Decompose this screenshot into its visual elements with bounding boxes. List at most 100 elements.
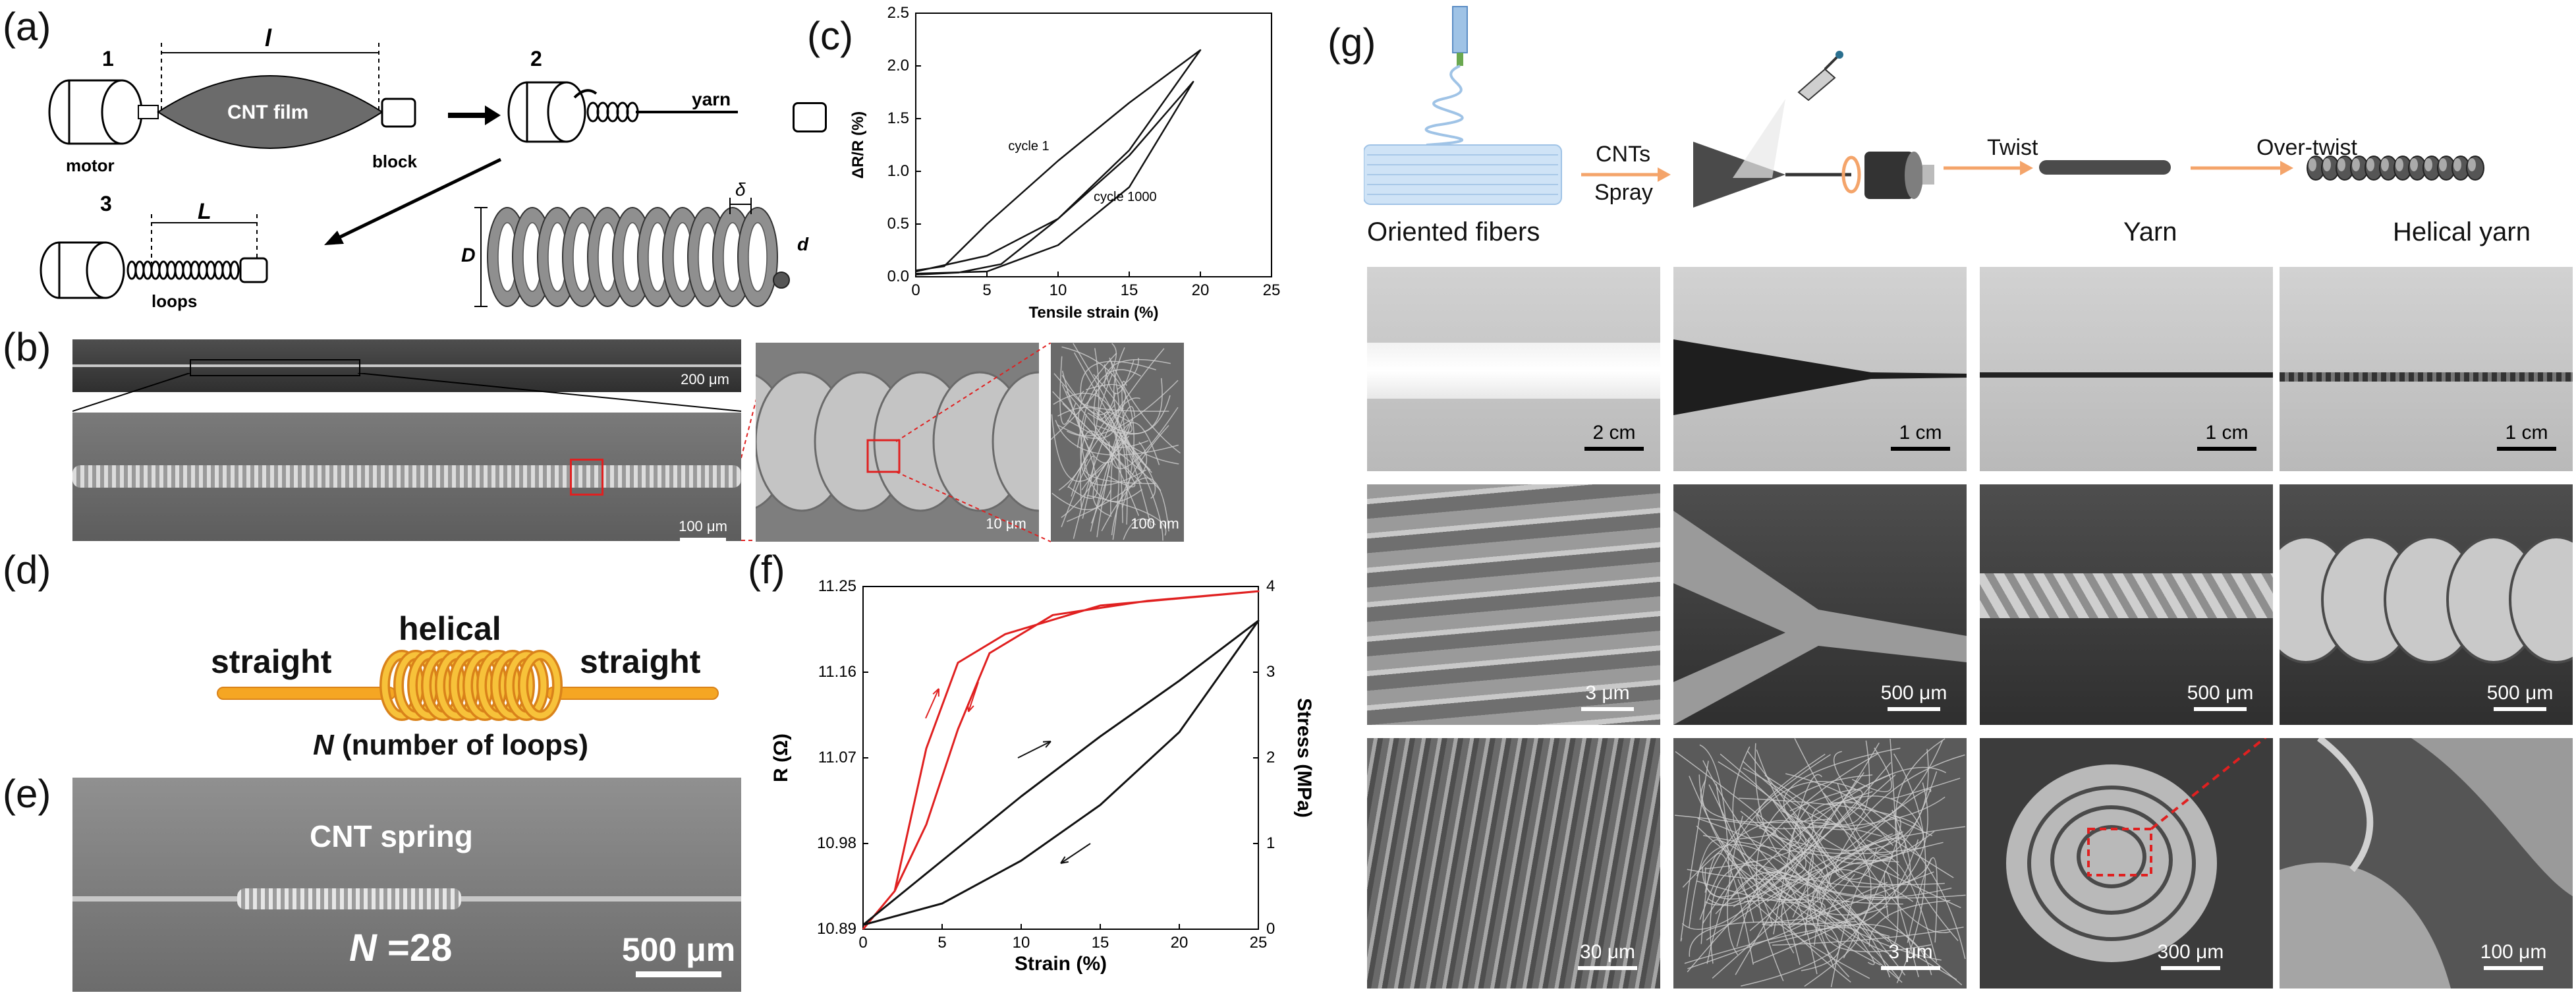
sem-overview-strip: 200 μm (72, 339, 741, 392)
scalebar-label: 10 μm (986, 515, 1026, 532)
sem-spring-coils (237, 888, 461, 909)
x-tick-label: 20 (1171, 934, 1189, 952)
panel-d-label: (d) (3, 548, 51, 592)
x-tick-label: 20 (1192, 281, 1210, 299)
wire-diameter-symbol: d (797, 234, 809, 254)
y2-axis-label: Stress (MPa) (1293, 698, 1315, 818)
step-2-number: 2 (530, 47, 542, 71)
yarn-label: yarn (692, 89, 731, 109)
x-tick-label: 0 (858, 934, 867, 952)
y-axis-label: ΔR/R (%) (849, 111, 867, 179)
spring-coil-row (72, 465, 741, 488)
fabrication-flow (1364, 6, 2484, 208)
x-tick-label: 10 (1050, 281, 1067, 299)
sem-fiber-surface: 30 μm (1367, 738, 1660, 989)
coil-diameter-symbol: D (461, 244, 476, 266)
y-tick-label: 2.0 (887, 57, 909, 74)
loops-caption-symbol: N (313, 729, 334, 761)
label-straight-left: straight (211, 643, 332, 680)
sem-twisted-yarn: 500 μm (1980, 484, 2273, 725)
coil-pitch-symbol: δ (735, 181, 746, 200)
loops-label: loops (152, 291, 197, 311)
chart-f: 0 5 10 15 20 25 10.89 10.98 11.07 11.16 11.25 0 1 2 3 4… (770, 577, 1315, 975)
y2-tick-label: 0 (1266, 920, 1275, 938)
x-tick-label: 25 (1250, 934, 1268, 952)
panel-f-label: (f) (748, 548, 785, 592)
scalebar-label: 1 cm (2505, 422, 2548, 444)
cnt-film-label: CNT film (227, 101, 308, 123)
series-line (915, 80, 1194, 276)
x-tick-label: 10 (1013, 934, 1030, 952)
scalebar-label: 3 μm (1585, 682, 1630, 704)
x-axis-label: Strain (%) (1015, 953, 1107, 975)
sem-yarn-cross-section: 300 μm (1980, 738, 2273, 989)
block-label: block (372, 152, 417, 171)
y-tick-label: 10.89 (817, 920, 856, 938)
sem-cnt-network: 3 μm (1673, 738, 1967, 989)
series-line (862, 619, 1260, 926)
panel-a-label: (a) (3, 5, 51, 49)
sem-overtwisted-yarn: 500 μm (2280, 484, 2573, 725)
x-tick-label: 5 (938, 934, 946, 952)
y-tick-label: 1.0 (887, 162, 909, 180)
scalebar-label: 500 μm (621, 931, 736, 968)
loop-count: N =28 (349, 926, 452, 970)
sem-aligned-fibers: 3 μm (1367, 484, 1660, 725)
x-tick-label: 25 (1263, 281, 1281, 299)
panel-c-label: (c) (807, 14, 853, 58)
x-tick-label: 15 (1092, 934, 1109, 952)
photo-fiber-bundle: 1 cm (1673, 267, 1967, 471)
y-tick-label: 0.0 (887, 268, 909, 285)
y-tick-label: 2.5 (887, 7, 909, 22)
sem-cnt-spring: CNT spring N =28 500 μm (72, 778, 741, 992)
scalebar-label: 300 μm (2157, 941, 2224, 963)
coil-illustration: D δ d (461, 181, 809, 307)
annotation-cycle-1: cycle 1 (1008, 139, 1049, 154)
series-line (915, 49, 1202, 273)
sem-spring-title: CNT spring (310, 819, 473, 853)
step-3-number: 3 (100, 192, 112, 215)
film-length-symbol: l (265, 24, 272, 51)
flow-label-cnts: CNTs (1596, 142, 1651, 167)
step-1-number: 1 (102, 47, 114, 71)
flow-label-overtwist: Over-twist (2256, 135, 2357, 160)
sem-cross-section-detail: 100 μm (2280, 738, 2573, 989)
y-tick-label: 11.25 (818, 577, 856, 595)
panel-g-label: (g) (1328, 20, 1376, 65)
motor-label: motor (66, 156, 115, 175)
sem-bundle-convergence: 500 μm (1673, 484, 1967, 725)
x-axis-label: Tensile strain (%) (1029, 304, 1159, 322)
helical-spring-diagram (217, 650, 719, 721)
sem-spring-strip: 100 μm (72, 413, 741, 542)
photo-helical-yarn: 1 cm (2280, 267, 2573, 471)
label-helical: helical (399, 610, 501, 647)
loops-caption: N (number of loops) (313, 729, 588, 762)
stage-helical-yarn: Helical yarn (2393, 217, 2531, 246)
scalebar-label: 100 μm (2480, 941, 2547, 963)
chart-c: 0 5 10 15 20 25 0.0 0.5 1.0 1.5 2.0 2.5 Tensile stra… (849, 7, 1281, 322)
scalebar-label: 1 cm (1899, 422, 1942, 444)
label-straight-right: straight (580, 643, 701, 680)
loop-count-symbol: N (349, 927, 377, 969)
sem-cnt-fibers: 100 nm (1051, 343, 1184, 542)
photo-oriented-fibers: 2 cm (1367, 267, 1660, 471)
annotation-cycle-1000: cycle 1000 (1094, 190, 1157, 204)
panel-a-schematic: 1 l CNT film motor block 2 yarn 3 L (40, 24, 738, 311)
scalebar-label: 500 μm (1880, 682, 1947, 704)
plot-frame (915, 13, 1272, 277)
loops-caption-text: (number of loops) (342, 729, 588, 761)
x-tick-label: 0 (911, 281, 920, 299)
flow-label-spray: Spray (1594, 180, 1653, 205)
y2-tick-label: 1 (1266, 834, 1275, 852)
y2-tick-label: 3 (1266, 663, 1275, 681)
panel-b-label: (b) (3, 325, 51, 369)
scalebar-label: 100 μm (679, 518, 727, 534)
y-tick-label: 10.98 (817, 834, 856, 852)
scalebar-label: 30 μm (1580, 941, 1635, 963)
scalebar-label: 500 μm (2187, 682, 2254, 704)
y-axis-label: R (Ω) (770, 733, 792, 782)
scalebar-label: 1 cm (2205, 422, 2249, 444)
flow-label-twist: Twist (1987, 135, 2038, 160)
y-tick-label: 0.5 (887, 215, 909, 233)
y-tick-label: 1.5 (887, 109, 909, 127)
